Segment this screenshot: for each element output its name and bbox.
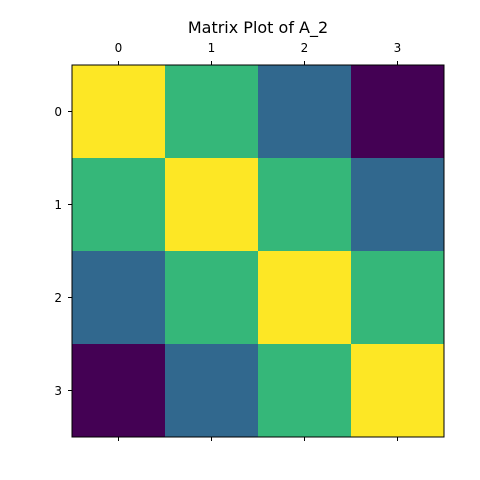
chart-title: Matrix Plot of A_2 xyxy=(188,18,328,38)
heatmap-cell-r0-c2 xyxy=(258,65,352,159)
heatmap-cell-r1-c2 xyxy=(258,158,352,252)
heatmap-cell-r3-c0 xyxy=(72,344,166,438)
heatmap-cell-r1-c1 xyxy=(165,158,259,252)
heatmap-cell-r3-c3 xyxy=(351,344,445,438)
x-tick-label-2: 2 xyxy=(301,41,309,55)
heatmap-cell-r2-c1 xyxy=(165,251,259,345)
x-tick-label-0: 0 xyxy=(115,41,123,55)
y-tick-label-0: 0 xyxy=(54,105,62,119)
heatmap-cells xyxy=(72,65,445,438)
y-tick-label-1: 1 xyxy=(54,198,62,212)
heatmap-cell-r1-c3 xyxy=(351,158,445,252)
y-tick-label-3: 3 xyxy=(54,384,62,398)
heatmap-cell-r0-c3 xyxy=(351,65,445,159)
heatmap-cell-r3-c2 xyxy=(258,344,352,438)
heatmap-cell-r3-c1 xyxy=(165,344,259,438)
y-tick-label-2: 2 xyxy=(54,291,62,305)
x-tick-label-3: 3 xyxy=(394,41,402,55)
x-tick-label-1: 1 xyxy=(208,41,216,55)
heatmap-cell-r1-c0 xyxy=(72,158,166,252)
heatmap-cell-r0-c1 xyxy=(165,65,259,159)
heatmap-cell-r2-c3 xyxy=(351,251,445,345)
heatmap-cell-r2-c2 xyxy=(258,251,352,345)
heatmap-cell-r2-c0 xyxy=(72,251,166,345)
heatmap-cell-r0-c0 xyxy=(72,65,166,159)
plot-frame xyxy=(71,64,445,438)
axis-ticks: 0 1 2 3 0 1 2 3 xyxy=(54,41,401,441)
